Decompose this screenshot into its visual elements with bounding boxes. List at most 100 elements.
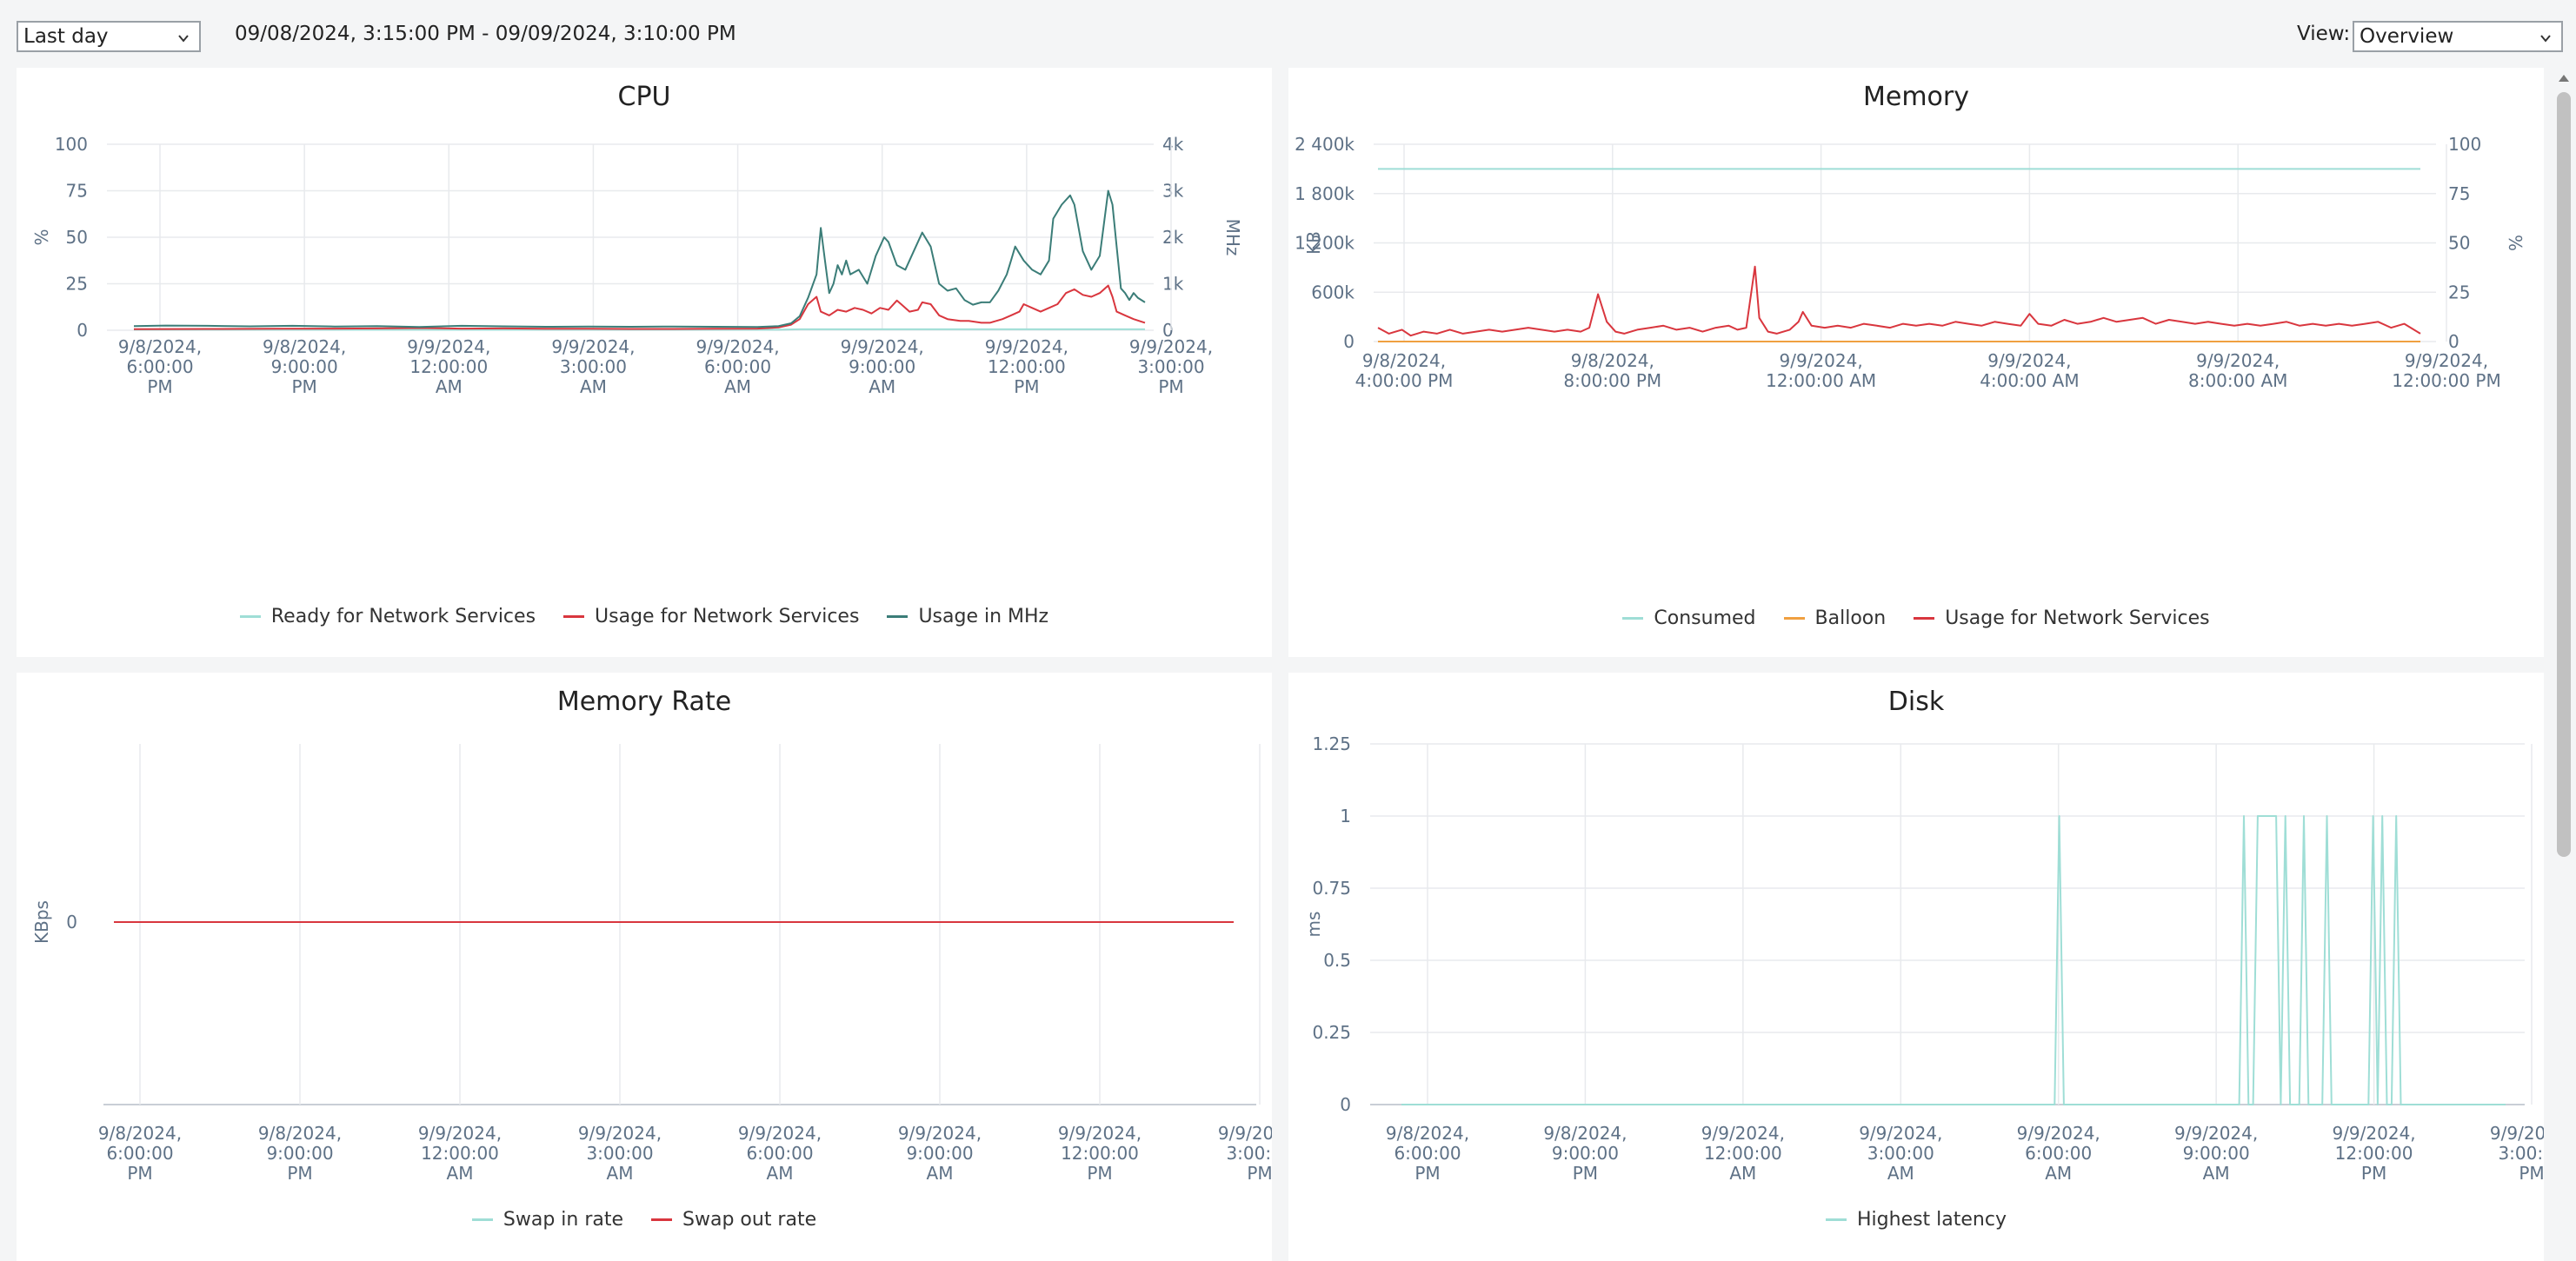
- legend-item[interactable]: Swap out rate: [651, 1209, 816, 1231]
- x-tick-label-line: 12:00:00: [409, 356, 488, 377]
- legend-label: Usage in MHz: [918, 606, 1049, 627]
- y2-tick-label: 75: [2448, 183, 2470, 204]
- x-tick-label-line: 9/9/2024,: [407, 336, 490, 357]
- x-tick-label: 9/9/2024, 12:00:00 PM: [2392, 350, 2501, 391]
- legend-item[interactable]: Ready for Network Services: [239, 606, 536, 627]
- series-line-usage-in-mhz: [133, 189, 1146, 329]
- y-tick-label: 1 200k: [1295, 233, 1355, 254]
- x-tick-label-line: AM: [1729, 1163, 1756, 1184]
- x-tick-label-line: 9/9/2024,: [1987, 350, 2071, 371]
- x-tick-label-line: 9/9/2024,: [2332, 1123, 2415, 1144]
- disk-chart-legend: Highest latency: [1288, 1205, 2544, 1231]
- x-tick-label-line: 3:00:00: [1137, 356, 1204, 377]
- x-tick-label: 9/8/2024, 6:00:00 PM: [118, 336, 202, 397]
- series-line-ready-for-network-services: [134, 328, 1145, 331]
- scroll-up-arrow-icon[interactable]: [2559, 75, 2569, 82]
- x-tick-label-line: 9/9/2024,: [2196, 350, 2280, 371]
- x-tick-label: 9/8/2024, 6:00:00 PM: [1386, 1123, 1469, 1184]
- x-tick-label: 9/9/2024, 6:00:00 AM: [738, 1123, 822, 1184]
- x-tick-label-line: 9/8/2024,: [118, 336, 202, 357]
- memory-rate-chart-panel: Memory Rate 0 KBps 9/8/2024, 6:00:00 PM 9/8/2…: [17, 673, 1272, 1261]
- view-select[interactable]: Overview: [2353, 21, 2563, 52]
- x-tick-label-line: 3:00:00: [1867, 1143, 1934, 1164]
- legend-swatch: [1622, 617, 1644, 620]
- x-tick-label-line: 9/9/2024,: [2405, 350, 2488, 371]
- y-axis-label: KBps: [31, 900, 52, 944]
- legend-item[interactable]: Balloon: [1783, 607, 1887, 629]
- x-tick-label-line: 12:00:00 PM: [2392, 370, 2501, 391]
- x-tick-label-line: PM: [2361, 1163, 2386, 1184]
- x-tick-label-line: 6:00:00: [704, 356, 771, 377]
- legend-item[interactable]: Highest latency: [1826, 1209, 2007, 1231]
- x-tick-label-line: 9/9/2024,: [738, 1123, 822, 1144]
- x-tick-label-line: 9/8/2024,: [1386, 1123, 1469, 1144]
- y-axis-label: ms: [1303, 912, 1324, 938]
- legend-item[interactable]: Usage for Network Services: [1914, 607, 2210, 629]
- x-tick-label-line: 4:00:00 AM: [1980, 370, 2079, 391]
- x-tick-label: 9/9/2024, 6:00:00 AM: [696, 336, 779, 397]
- x-tick-label-line: AM: [767, 1163, 794, 1184]
- x-tick-label: 9/9/2024, 9:00:00 AM: [841, 336, 924, 397]
- memory-chart[interactable]: 0 0 600k 25 1 200k 50 1 800k 75 2 400k 100 KB % 9/8/…: [1288, 68, 2544, 657]
- x-tick-label-line: PM: [2519, 1163, 2544, 1184]
- legend-swatch: [1914, 617, 1935, 620]
- x-tick-label-line: PM: [291, 376, 316, 397]
- x-tick-label-line: PM: [1158, 376, 1183, 397]
- y-tick-label: 50: [66, 227, 88, 248]
- x-tick-label-line: 9/9/2024,: [551, 336, 635, 357]
- x-tick-label: 9/9/2024, 6:00:00 AM: [2017, 1123, 2100, 1184]
- x-tick-label: 9/9/2024, 12:00:00 AM: [418, 1123, 502, 1184]
- y-tick-label: 0: [1343, 331, 1355, 352]
- x-tick-label-line: 12:00:00: [421, 1143, 499, 1164]
- legend-swatch: [651, 1218, 673, 1221]
- legend-label: Swap out rate: [682, 1209, 817, 1231]
- legend-item[interactable]: Swap in rate: [471, 1209, 623, 1231]
- page-scrollbar[interactable]: [2552, 68, 2576, 1261]
- x-tick-label: 9/9/2024, 9:00:00 AM: [898, 1123, 982, 1184]
- x-tick-label: 9/9/2024, 3:00:00 AM: [551, 336, 635, 397]
- x-tick-label: 9/9/2024, 12:00:00 AM: [1701, 1123, 1785, 1184]
- legend-item[interactable]: Consumed: [1622, 607, 1756, 629]
- cpu-chart-panel: CPU 0 0 25 1k 50 2k 75 3k 100 4k% MHz 9/8/2024, 6:00…: [17, 68, 1272, 657]
- memory-chart-panel: Memory 0 0 600k 25 1 200k 50 1 800k 75 2 400k 100…: [1288, 68, 2544, 657]
- x-tick-label-line: 9:00:00: [2183, 1143, 2250, 1164]
- x-tick-label-line: 3:00:00: [560, 356, 627, 377]
- y-tick-label: 0.75: [1312, 878, 1351, 899]
- x-tick-label-line: PM: [1414, 1163, 1440, 1184]
- time-range-select[interactable]: Last day: [17, 21, 201, 52]
- cpu-chart-legend: Ready for Network Services Usage for Netw…: [17, 601, 1272, 627]
- x-tick-label-line: AM: [927, 1163, 954, 1184]
- legend-item[interactable]: Usage in MHz: [887, 606, 1048, 627]
- legend-item[interactable]: Usage for Network Services: [563, 606, 859, 627]
- y-tick-label: 0: [1340, 1094, 1351, 1115]
- x-tick-label-line: AM: [2045, 1163, 2072, 1184]
- x-tick-label-line: 3:00:00: [1226, 1143, 1272, 1164]
- x-tick-label-line: 3:00:00: [586, 1143, 653, 1164]
- chevron-down-icon: [2540, 35, 2551, 43]
- x-tick-label-line: 6:00:00: [2025, 1143, 2092, 1164]
- x-tick-label-line: 9/9/2024,: [1058, 1123, 1142, 1144]
- x-tick-label: 9/8/2024, 9:00:00 PM: [263, 336, 346, 397]
- y2-tick-label: 2k: [1162, 227, 1184, 248]
- y-tick-label: 1.25: [1312, 733, 1351, 754]
- scrollbar-thumb[interactable]: [2557, 92, 2571, 857]
- x-tick-label-line: 9/8/2024,: [1543, 1123, 1627, 1144]
- legend-label: Balloon: [1814, 607, 1887, 629]
- memory-chart-title: Memory: [1862, 82, 1969, 112]
- x-tick-label: 9/8/2024, 9:00:00 PM: [258, 1123, 342, 1184]
- x-tick-label-line: 9/8/2024,: [258, 1123, 342, 1144]
- x-tick-label-line: 9/9/2024,: [841, 336, 924, 357]
- chevron-down-icon: [178, 35, 189, 43]
- y2-axis-label: MHz: [1222, 219, 1243, 256]
- y2-tick-label: 25: [2448, 282, 2470, 302]
- x-tick-label-line: 9/9/2024,: [1859, 1123, 1942, 1144]
- y2-tick-label: 1k: [1162, 274, 1184, 295]
- x-tick-label-line: 9/9/2024,: [2017, 1123, 2100, 1144]
- legend-swatch: [239, 615, 261, 618]
- x-tick-label-line: 12:00:00: [1704, 1143, 1782, 1164]
- series-line-usage-for-network-services: [1377, 265, 2421, 337]
- x-tick-label: 9/9/2024, 12:00:00 AM: [407, 336, 490, 397]
